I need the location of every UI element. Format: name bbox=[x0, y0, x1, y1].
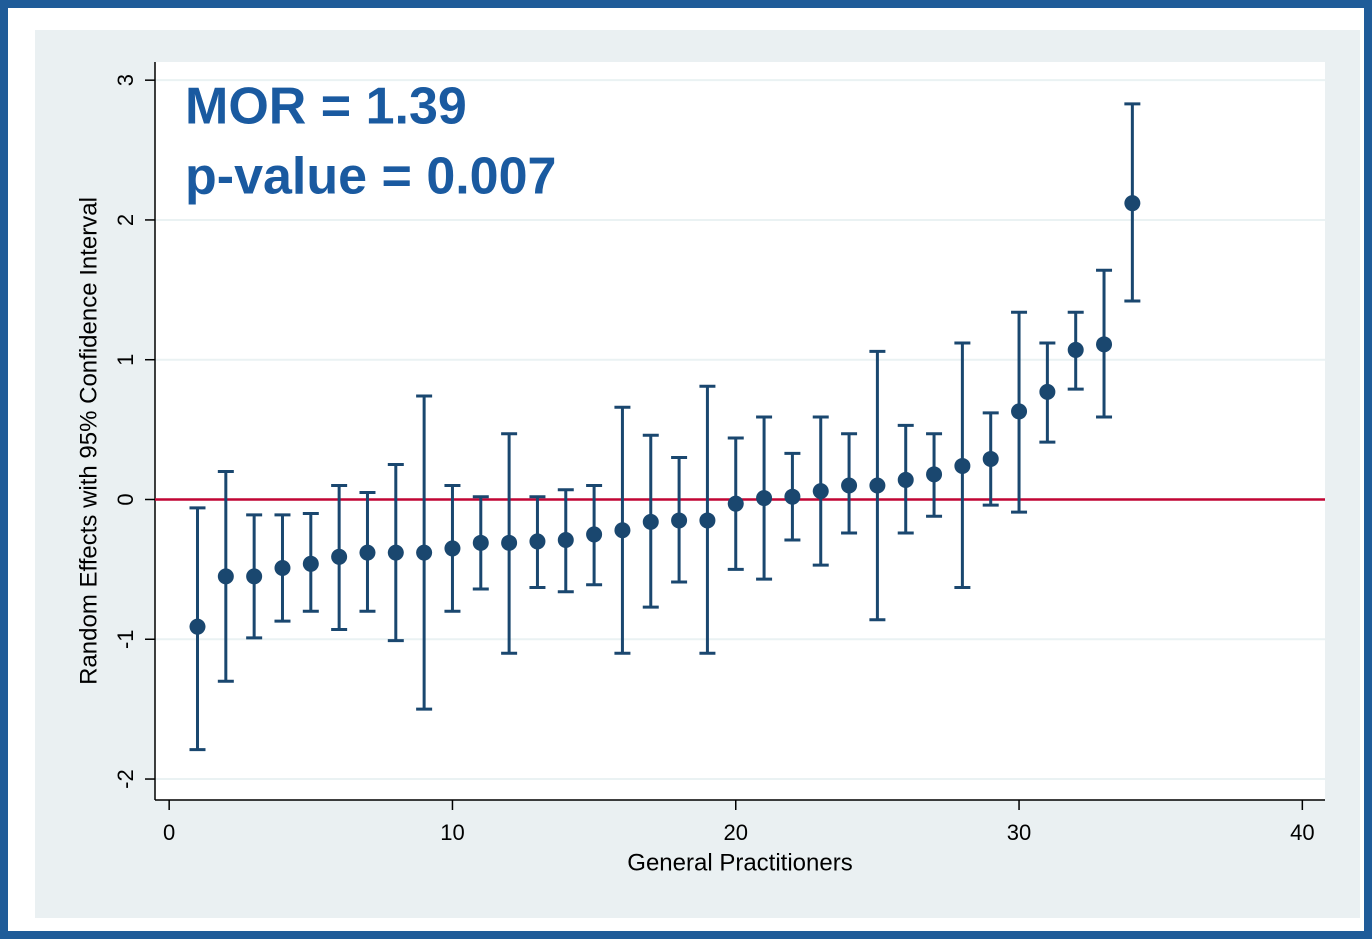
point bbox=[274, 559, 291, 576]
x-tick-label: 40 bbox=[1290, 820, 1314, 845]
point bbox=[331, 548, 348, 565]
point bbox=[302, 555, 319, 572]
point bbox=[897, 471, 914, 488]
point bbox=[926, 466, 943, 483]
point bbox=[812, 483, 829, 500]
point bbox=[699, 512, 716, 529]
y-tick-label: 3 bbox=[113, 74, 138, 86]
y-tick-label: -2 bbox=[113, 769, 138, 789]
point bbox=[416, 544, 433, 561]
y-tick-label: -1 bbox=[113, 629, 138, 649]
point bbox=[586, 526, 603, 543]
point bbox=[217, 568, 234, 585]
point bbox=[756, 490, 773, 507]
plot-area bbox=[155, 62, 1325, 800]
point bbox=[472, 534, 489, 551]
point bbox=[444, 540, 461, 557]
y-tick-label: 2 bbox=[113, 214, 138, 226]
point bbox=[387, 544, 404, 561]
y-tick-label: 0 bbox=[113, 493, 138, 505]
y-axis-label: Random Effects with 95% Confidence Inter… bbox=[75, 197, 102, 685]
x-tick-label: 0 bbox=[163, 820, 175, 845]
point bbox=[982, 450, 999, 467]
point bbox=[954, 457, 971, 474]
annotation: p-value = 0.007 bbox=[185, 148, 556, 206]
point bbox=[1011, 403, 1028, 420]
point bbox=[671, 512, 688, 529]
x-tick-label: 30 bbox=[1007, 820, 1031, 845]
point bbox=[359, 544, 376, 561]
x-tick-label: 10 bbox=[440, 820, 464, 845]
point bbox=[246, 568, 263, 585]
point bbox=[784, 488, 801, 505]
point bbox=[1096, 336, 1113, 353]
point bbox=[841, 477, 858, 494]
point bbox=[869, 477, 886, 494]
y-tick-label: 1 bbox=[113, 354, 138, 366]
x-tick-label: 20 bbox=[724, 820, 748, 845]
x-axis-label: General Practitioners bbox=[627, 849, 852, 876]
point bbox=[189, 618, 206, 635]
point bbox=[727, 495, 744, 512]
point bbox=[1039, 383, 1056, 400]
point bbox=[642, 513, 659, 530]
point bbox=[1124, 195, 1141, 212]
point bbox=[614, 522, 631, 539]
annotation: MOR = 1.39 bbox=[185, 78, 467, 136]
point bbox=[529, 533, 546, 550]
point bbox=[1067, 341, 1084, 358]
point bbox=[501, 534, 518, 551]
point bbox=[557, 532, 574, 549]
